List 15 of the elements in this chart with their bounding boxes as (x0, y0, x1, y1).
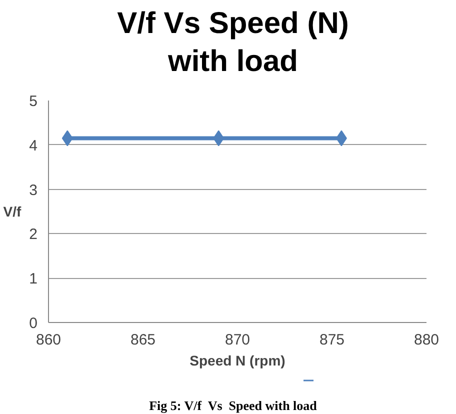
x-axis-title: Speed N (rpm) (190, 352, 286, 368)
caption: Fig 5: V/f Vs Speed with load (149, 397, 317, 414)
y-tick-label: 2 (29, 226, 38, 244)
x-tick-label: 880 (414, 332, 440, 348)
y-axis-title: V/f (3, 204, 22, 220)
y-tick-label: 4 (29, 137, 38, 154)
x-tick-label: 860 (36, 332, 62, 348)
chart-title: V/f Vs Speed (N) with load (117, 6, 349, 80)
x-tick-label: 870 (224, 332, 250, 348)
y-tick-label: 1 (29, 270, 38, 288)
y-tick-label: 3 (29, 182, 38, 199)
x-tick-label: 875 (319, 332, 345, 348)
x-tick-label: 865 (130, 332, 156, 348)
y-tick-label: 0 (29, 315, 38, 332)
y-tick-label: 5 (29, 93, 38, 110)
